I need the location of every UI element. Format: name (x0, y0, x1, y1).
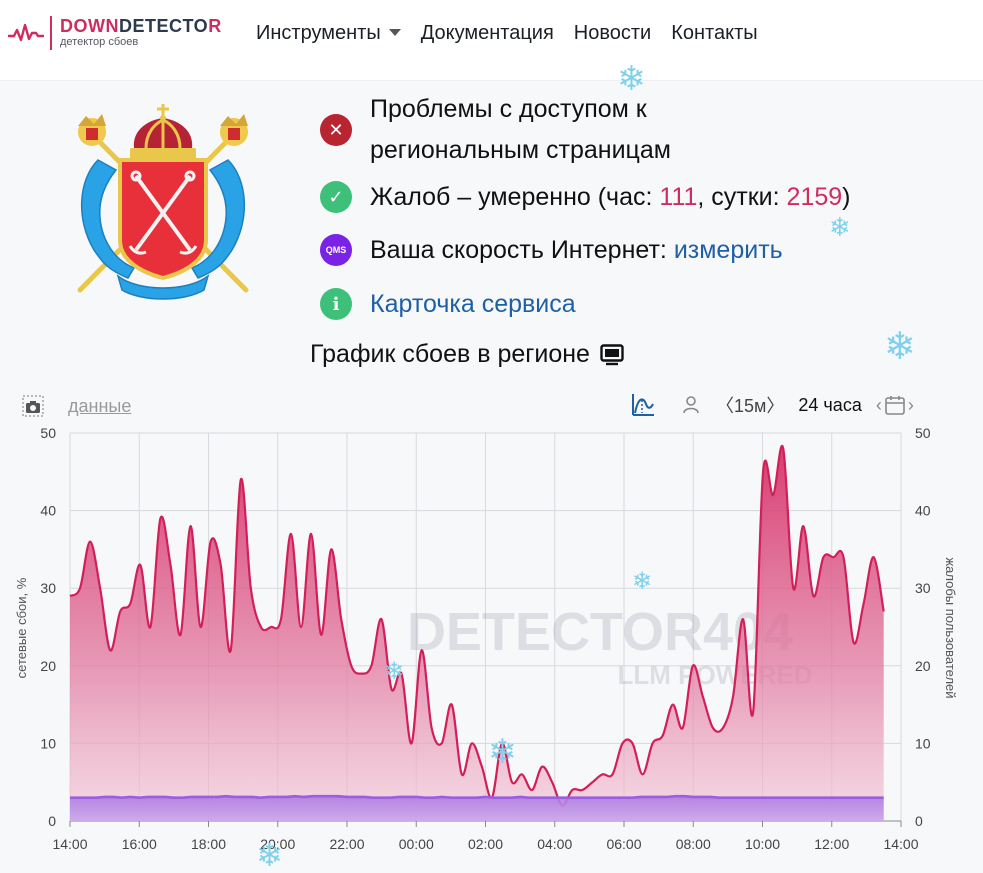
y-tick-right: 20 (915, 658, 931, 674)
x-tick-label: 10:00 (745, 836, 780, 852)
chart-watermark: DETECTOR404 LLM POWERED (407, 602, 813, 690)
y-tick-left: 20 (40, 658, 56, 674)
brand-subtitle: детектор сбоев (60, 36, 139, 48)
chart-toolbar-left: данные (22, 395, 131, 417)
complaints-line (69, 444, 885, 807)
chart-title: График сбоев в регионе (310, 340, 624, 369)
x-tick-label: 22:00 (329, 836, 364, 852)
service-card-link[interactable]: Карточка сервиса (370, 289, 576, 318)
x-tick-label: 18:00 (191, 836, 226, 852)
baseline-area (70, 796, 884, 821)
complaints-day: 2159 (786, 182, 843, 211)
status-complaints: ✓ Жалоб – умеренно (час: 111, сутки: 215… (320, 180, 851, 214)
x-tick-label: 08:00 (676, 836, 711, 852)
x-tick-label: 16:00 (122, 836, 157, 852)
y-tick-right: 30 (915, 580, 931, 596)
x-axis: 14:00 16:00 18:00 20:00 22:00 00:00 02:00 04:00… (52, 836, 918, 852)
error-icon: ✕ (320, 114, 352, 146)
snowflake-icon: ❄ (384, 658, 405, 685)
y-tick-left: 40 (40, 503, 56, 519)
y-tick-right: 40 (915, 503, 931, 519)
monitor-icon[interactable] (600, 343, 624, 366)
nav-documentation[interactable]: Документация (420, 22, 554, 44)
y-tick-left: 0 (48, 813, 56, 829)
y-axis-right-label: жалобы пользователей (943, 557, 958, 698)
y-tick-right: 0 (915, 813, 923, 829)
x-tick-label: 00:00 (399, 836, 434, 852)
camera-icon[interactable] (22, 395, 44, 417)
calendar-icon[interactable] (884, 394, 906, 416)
snowflake-icon: ❄ (617, 60, 646, 98)
y-tick-left: 10 (40, 735, 56, 751)
site-logo[interactable]: DOWNDETECTOR детектор сбоев (8, 16, 222, 50)
main-nav: Инструменты Документация Новости Контакт… (256, 22, 758, 45)
watermark-line-1: DETECTOR404 (407, 602, 793, 662)
problem-line-1: Проблемы с доступом к (370, 95, 647, 123)
pulse-icon (8, 23, 44, 42)
chart-toolbar-right: 〈15м〉 24 часа ‹ › (630, 392, 914, 418)
y-axis-left-label: сетевые сбои, % (14, 577, 29, 678)
status-service-card: i Карточка сервиса (320, 287, 576, 321)
chevron-down-icon (388, 29, 401, 36)
nav-news[interactable]: Новости (573, 22, 652, 44)
snowflake-icon: ❄ (632, 568, 653, 595)
complaints-area (70, 445, 884, 821)
data-link[interactable]: данные (68, 395, 132, 416)
status-problem: ✕ Проблемы с доступом к региональным стр… (320, 85, 671, 175)
y-tick-right: 10 (915, 735, 931, 751)
check-icon: ✓ (320, 181, 352, 213)
complaints-hour: 111 (659, 182, 698, 211)
brand-name: DOWNDETECTOR (60, 16, 222, 36)
y-axis-left: 0 10 20 30 40 50 (40, 425, 56, 829)
x-tick-label: 02:00 (468, 836, 503, 852)
nav-tools[interactable]: Инструменты (256, 22, 401, 45)
problem-line-2: региональным страницам (370, 136, 671, 164)
logo-divider (50, 16, 52, 50)
x-tick-label: 06:00 (606, 836, 641, 852)
measure-speed-link[interactable]: измерить (673, 235, 783, 264)
baseline-line (70, 794, 884, 800)
status-speed: QMS Ваша скорость Интернет: измерить (320, 233, 783, 267)
snowflake-icon: ❄ (829, 212, 851, 242)
area-chart-icon[interactable] (630, 392, 656, 418)
qms-badge-icon: QMS (320, 234, 352, 266)
snowflake-icon: ❄ (884, 326, 916, 368)
chevron-right-icon[interactable]: › (907, 394, 914, 415)
watermark-line-2: LLM POWERED (618, 660, 813, 690)
y-tick-right: 50 (915, 425, 931, 441)
x-tick-label: 14:00 (52, 836, 87, 852)
top-bar: DOWNDETECTOR детектор сбоев Инструменты … (0, 0, 983, 81)
y-tick-left: 30 (40, 580, 56, 596)
snowflake-icon: ❄ (488, 733, 517, 771)
snowflake-icon: ❄ (256, 837, 283, 873)
user-icon[interactable] (682, 395, 700, 415)
y-tick-left: 50 (40, 425, 56, 441)
info-icon: i (320, 288, 352, 320)
x-tick-label: 12:00 (814, 836, 849, 852)
x-tick-label: 14:00 (883, 836, 918, 852)
coat-of-arms-icon (77, 104, 249, 300)
nav-contacts[interactable]: Контакты (671, 22, 758, 44)
x-tick-label: 04:00 (537, 836, 572, 852)
chart-grid (69, 432, 902, 827)
chevron-left-icon[interactable]: ‹ (875, 394, 882, 415)
range-selector[interactable]: 24 часа (798, 394, 862, 415)
interval-selector[interactable]: 〈15м〉 (716, 396, 785, 416)
y-axis-right: 0 10 20 30 40 50 (915, 425, 931, 829)
